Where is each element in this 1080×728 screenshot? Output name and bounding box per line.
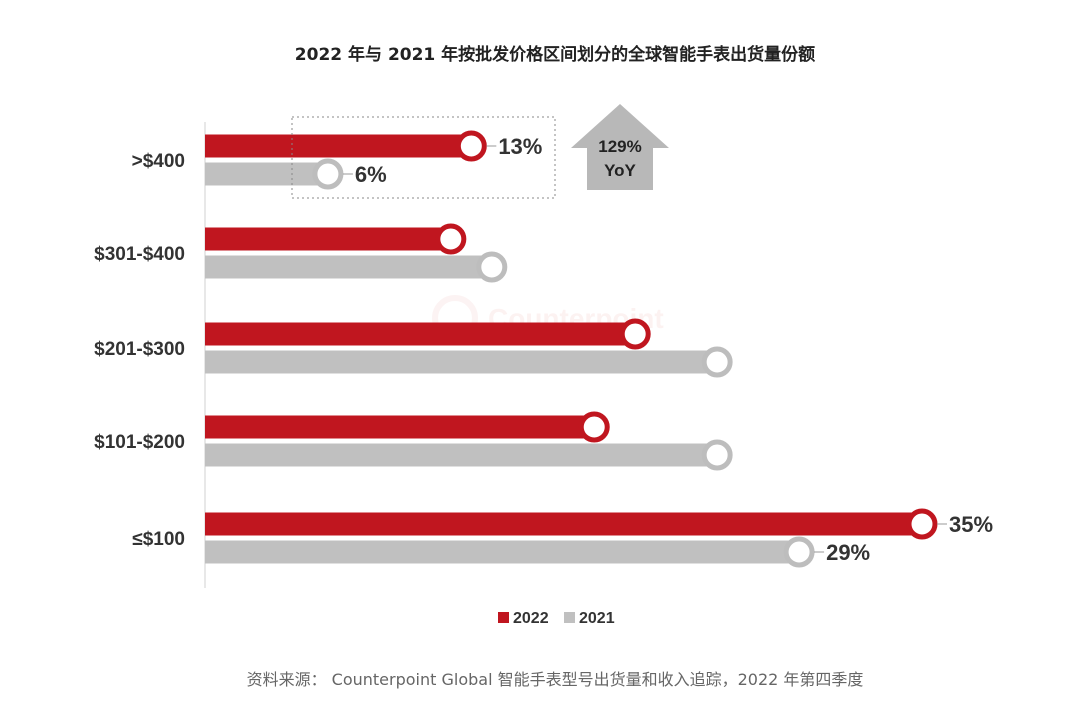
category-label: $301-$400 bbox=[94, 244, 185, 265]
bar-2022 bbox=[205, 227, 451, 251]
up-arrow-icon bbox=[571, 104, 669, 190]
bar-end-marker-2021 bbox=[783, 536, 815, 568]
value-label: 29% bbox=[826, 540, 870, 565]
category-label: >$400 bbox=[132, 151, 185, 172]
yoy-arrow-annotation: 129% YoY bbox=[571, 104, 669, 190]
legend-swatch-2022 bbox=[498, 612, 509, 623]
bar-2022 bbox=[205, 415, 595, 439]
source-note: 资料来源： Counterpoint Global 智能手表型号出货量和收入追踪… bbox=[247, 670, 864, 689]
yoy-label: YoY bbox=[604, 161, 636, 180]
bar-2021 bbox=[205, 350, 718, 374]
legend-label-2022: 2022 bbox=[513, 610, 549, 627]
bars-layer bbox=[205, 130, 938, 568]
bar-end-marker-2022 bbox=[455, 130, 487, 162]
bar-2021 bbox=[205, 162, 328, 186]
category-label: $201-$300 bbox=[94, 339, 185, 360]
bar-end-marker-2022 bbox=[906, 508, 938, 540]
category-label: $101-$200 bbox=[94, 432, 185, 453]
value-label: 13% bbox=[498, 134, 542, 159]
bar-end-marker-2021 bbox=[701, 346, 733, 378]
bar-end-marker-2022 bbox=[578, 411, 610, 443]
legend-swatch-2021 bbox=[564, 612, 575, 623]
bar-2022 bbox=[205, 322, 636, 346]
bar-2022 bbox=[205, 512, 922, 536]
bar-2021 bbox=[205, 255, 492, 279]
category-label: ≤$100 bbox=[132, 529, 185, 550]
legend: 2022 2021 bbox=[498, 610, 615, 627]
value-label: 35% bbox=[949, 512, 993, 537]
category-labels: >$400 $301-$400 $201-$300 $101-$200 ≤$100 bbox=[94, 151, 185, 550]
bar-end-marker-2021 bbox=[701, 439, 733, 471]
value-label: 6% bbox=[355, 162, 387, 187]
highlight-box bbox=[291, 116, 556, 199]
value-labels: 13% 6% 35% 29% bbox=[342, 134, 993, 565]
bar-end-marker-2021 bbox=[312, 158, 344, 190]
bar-end-marker-2021 bbox=[476, 251, 508, 283]
yoy-percent: 129% bbox=[598, 137, 641, 156]
chart-title: 2022 年与 2021 年按批发价格区间划分的全球智能手表出货量份额 bbox=[295, 44, 815, 65]
bar-end-marker-2022 bbox=[619, 318, 651, 350]
bar-2021 bbox=[205, 540, 800, 564]
bar-end-marker-2022 bbox=[435, 223, 467, 255]
bar-2022 bbox=[205, 134, 472, 158]
bar-2021 bbox=[205, 443, 718, 467]
legend-label-2021: 2021 bbox=[579, 610, 615, 627]
